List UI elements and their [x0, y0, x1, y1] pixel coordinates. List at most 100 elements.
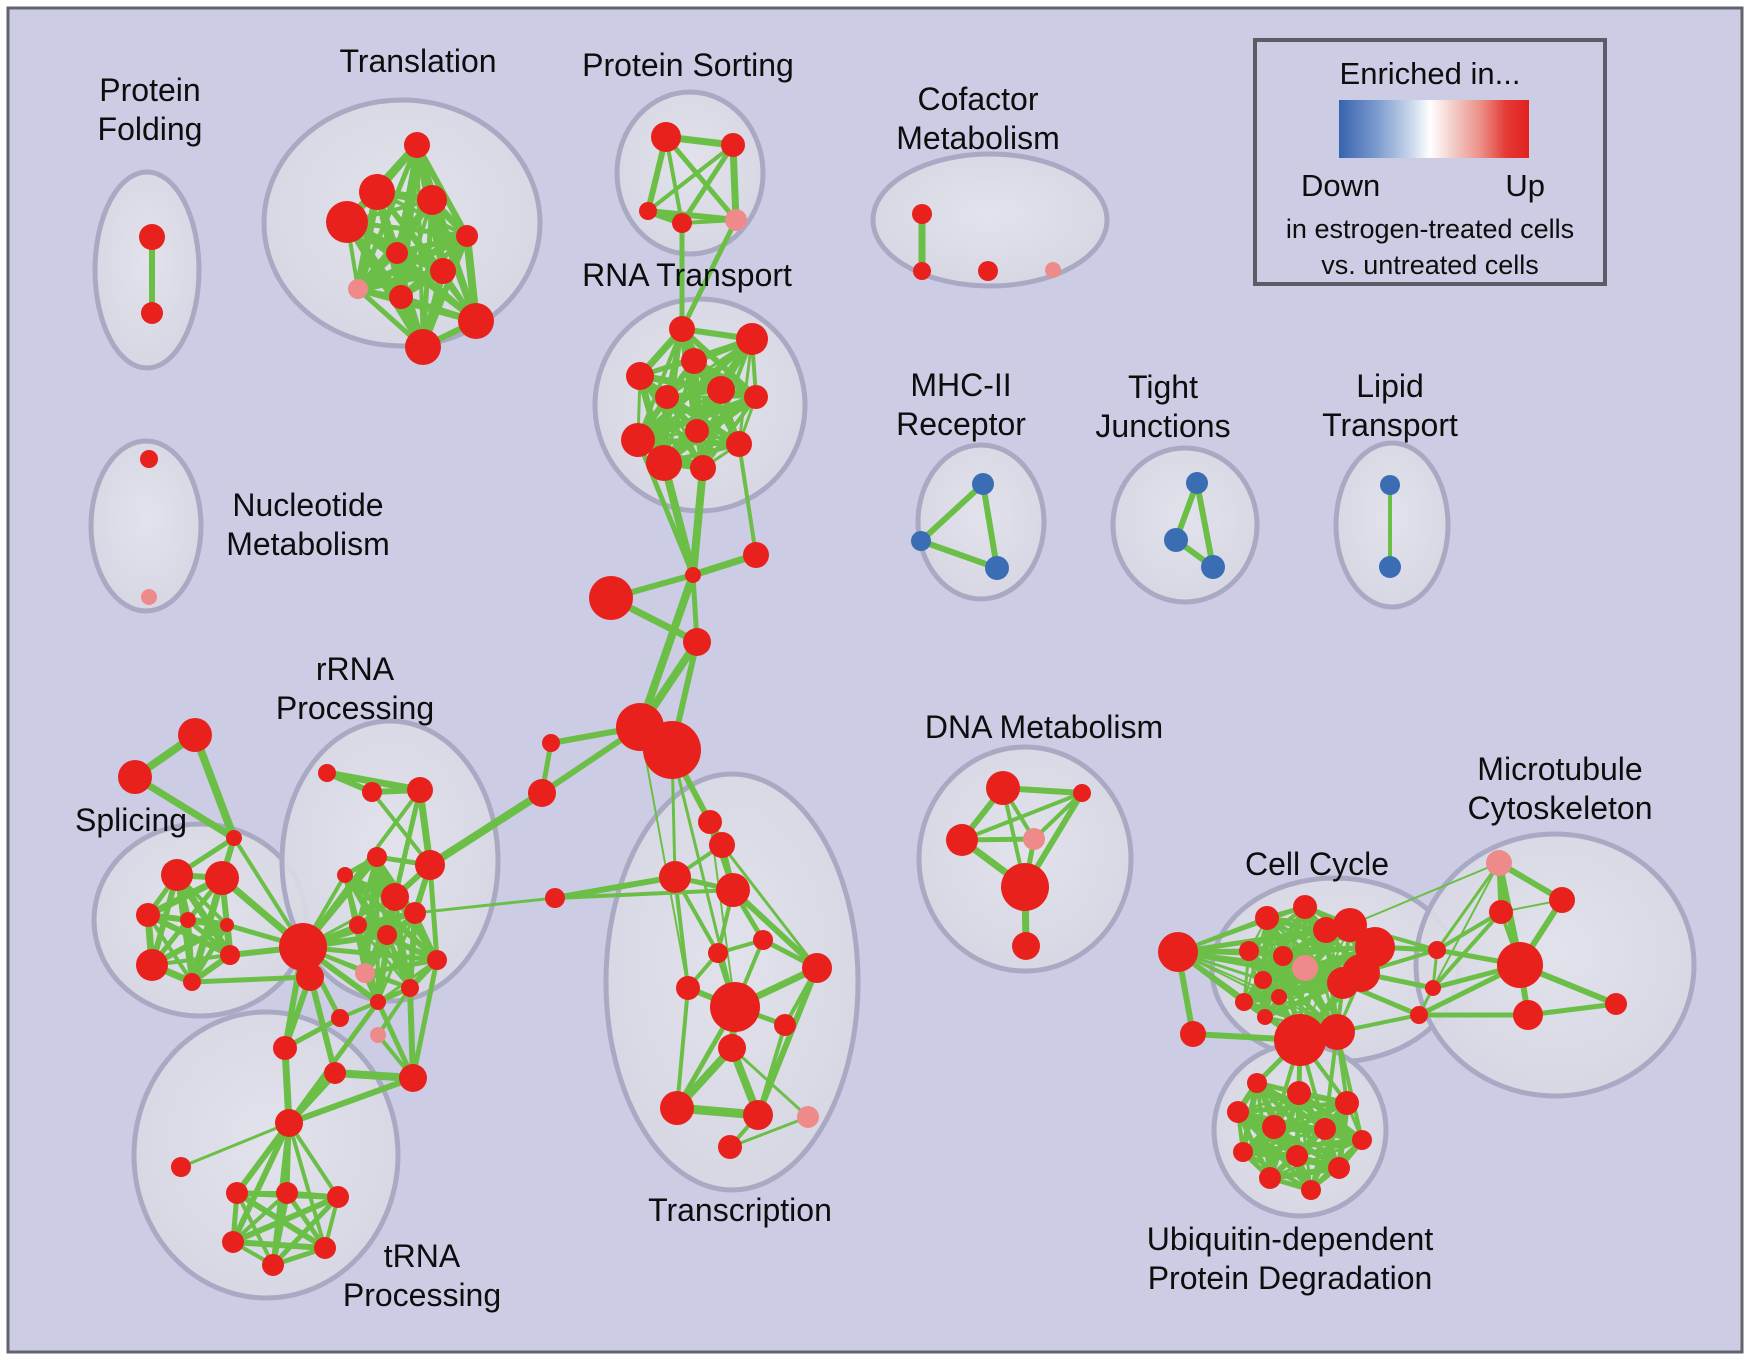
network-node	[183, 973, 201, 991]
network-node	[912, 204, 932, 224]
legend-gradient-bar	[1339, 100, 1529, 158]
network-node	[743, 542, 769, 568]
legend-caption-line1: in estrogen-treated cells	[1285, 214, 1575, 244]
network-node	[370, 994, 386, 1010]
network-node	[381, 883, 409, 911]
cluster-label-rrna-processing: rRNA	[316, 651, 395, 687]
network-node	[753, 930, 773, 950]
network-node	[542, 734, 560, 752]
network-node	[718, 1034, 746, 1062]
network-node	[370, 1027, 386, 1043]
network-edge	[287, 1121, 327, 1250]
network-edge	[755, 965, 820, 1118]
network-node	[178, 718, 212, 752]
cluster-label-cell-cycle: Cell Cycle	[1245, 846, 1389, 882]
network-edge	[646, 143, 735, 213]
network-node	[1379, 556, 1401, 578]
network-edge	[270, 1190, 290, 1268]
network-edge	[392, 787, 423, 900]
network-edge	[730, 1046, 810, 1119]
network-node	[676, 976, 700, 1000]
network-edge	[131, 773, 238, 842]
network-node	[621, 423, 655, 457]
network-node	[296, 963, 324, 991]
network-edge	[660, 459, 697, 579]
legend-title: Enriched in...	[1339, 56, 1521, 91]
network-edge	[1432, 862, 1500, 989]
cluster-ellipse-protein-folding	[92, 169, 202, 371]
network-node	[1257, 1009, 1273, 1025]
network-node	[349, 916, 367, 934]
network-node	[669, 316, 695, 342]
network-edge	[634, 393, 760, 444]
network-node	[725, 209, 747, 231]
network-edge	[918, 538, 1000, 571]
network-node	[367, 847, 387, 867]
network-edge	[407, 985, 416, 1081]
network-edge	[645, 208, 739, 223]
network-node	[136, 903, 160, 927]
cluster-label-protein-folding: Folding	[98, 111, 203, 147]
network-node	[355, 963, 375, 983]
network-node	[1292, 955, 1318, 981]
network-edge	[230, 1194, 341, 1245]
network-node	[743, 1100, 773, 1130]
network-edge	[918, 481, 986, 544]
network-edge	[427, 862, 440, 963]
network-node	[362, 782, 382, 802]
network-node	[1235, 993, 1253, 1011]
network-node	[1001, 863, 1049, 911]
network-node	[646, 445, 682, 481]
network-node	[1262, 1115, 1286, 1139]
network-node	[415, 850, 445, 880]
cluster-label-tight-junctions: Tight	[1128, 369, 1198, 405]
cluster-label-rna-transport: RNA Transport	[582, 257, 792, 293]
network-node	[220, 918, 234, 932]
network-edge	[756, 1023, 787, 1117]
network-node	[141, 589, 157, 605]
network-node	[710, 982, 760, 1032]
network-node	[1273, 946, 1293, 966]
network-edge	[552, 874, 678, 901]
network-node	[386, 242, 408, 264]
network-node	[643, 721, 701, 779]
network-node	[1605, 993, 1627, 1015]
network-node	[972, 473, 994, 495]
network-node	[774, 1014, 796, 1036]
network-node	[626, 362, 654, 390]
network-node	[1287, 1081, 1311, 1105]
network-node	[1164, 528, 1188, 552]
network-edge	[663, 134, 739, 223]
cluster-label-mhc-ii-receptor: Receptor	[896, 406, 1026, 442]
network-edge	[413, 896, 557, 915]
network-node	[136, 949, 168, 981]
network-nodes-layer	[118, 122, 1627, 1276]
network-edge	[636, 571, 697, 731]
network-node	[404, 902, 426, 924]
cluster-label-mhc-ii-receptor: MHC-II	[910, 367, 1011, 403]
network-edge	[675, 986, 690, 1110]
network-node	[1180, 1021, 1206, 1047]
network-node	[716, 873, 750, 907]
network-node	[407, 777, 433, 803]
network-edge	[728, 1115, 810, 1149]
network-edge	[189, 922, 230, 985]
network-edge	[428, 196, 480, 325]
network-edge	[960, 791, 1084, 842]
network-edge	[1295, 1138, 1364, 1158]
cluster-label-cofactor-metabolism: Metabolism	[896, 120, 1060, 156]
legend-box: Enriched in... Down Up in estrogen-treat…	[1253, 38, 1607, 286]
network-node	[978, 261, 998, 281]
cluster-label-microtubule-cytoskeleton: Cytoskeleton	[1468, 790, 1653, 826]
network-node	[171, 1157, 191, 1177]
network-edge	[1267, 1165, 1342, 1181]
network-edge	[1247, 928, 1328, 953]
network-edge	[410, 957, 440, 1081]
network-node	[276, 1182, 298, 1204]
network-node	[797, 1106, 819, 1128]
network-edge	[146, 913, 194, 984]
network-node	[314, 1237, 336, 1259]
